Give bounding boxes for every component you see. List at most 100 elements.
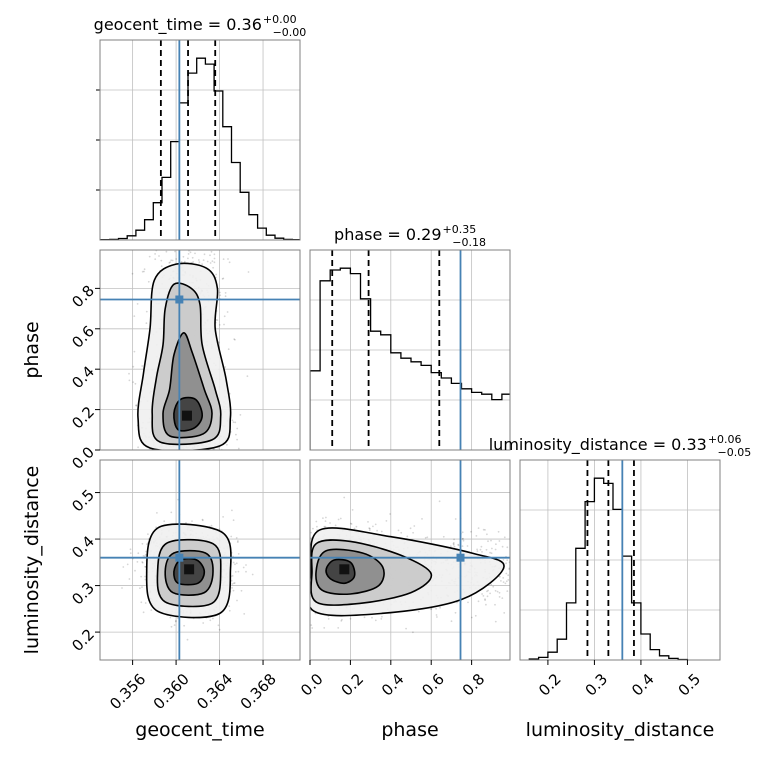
sample-point	[129, 380, 131, 382]
sample-point	[495, 549, 497, 551]
sample-point	[381, 531, 383, 533]
hist-outline	[310, 268, 522, 450]
sample-point	[169, 261, 171, 263]
sample-point	[235, 434, 237, 436]
sample-point	[227, 258, 229, 260]
joint-content	[100, 460, 300, 660]
sample-point	[412, 532, 414, 534]
sample-point	[231, 587, 233, 589]
sample-point	[323, 627, 325, 629]
sample-point	[490, 540, 492, 542]
sample-point	[238, 571, 240, 573]
sample-point	[156, 512, 158, 514]
sample-point	[489, 593, 491, 595]
sample-point	[219, 292, 221, 294]
sample-point	[439, 500, 441, 502]
y-tick-label: 0.0	[68, 443, 98, 473]
sample-point	[121, 587, 123, 589]
density-peak	[182, 411, 192, 421]
sample-point	[161, 265, 163, 267]
sample-point	[436, 614, 438, 616]
sample-point	[128, 373, 130, 375]
sample-point	[462, 538, 464, 540]
joint-content	[100, 250, 300, 451]
sample-point	[371, 617, 373, 619]
sample-point	[343, 497, 345, 499]
sample-point	[212, 618, 214, 620]
sample-point	[498, 531, 500, 533]
sample-point	[462, 531, 464, 533]
joint-panel-phase-luminosity_distance	[308, 460, 511, 660]
sample-point	[214, 258, 216, 260]
sample-point	[443, 536, 445, 538]
x-axis-label-phase: phase	[381, 719, 438, 741]
sample-point	[137, 552, 139, 554]
y-axis-label-phase: phase	[21, 321, 43, 378]
sample-point	[499, 592, 501, 594]
y-tick-label: 0.3	[68, 579, 98, 609]
sample-point	[142, 543, 144, 545]
sample-point	[243, 567, 245, 569]
sample-point	[325, 517, 327, 519]
sample-point	[486, 533, 488, 535]
sample-point	[501, 597, 503, 599]
sample-point	[507, 574, 509, 576]
sample-point	[487, 595, 489, 597]
sample-point	[142, 271, 144, 273]
sample-point	[506, 559, 508, 561]
sample-point	[506, 580, 508, 582]
sample-point	[245, 564, 247, 566]
sample-point	[187, 258, 189, 260]
sample-point	[234, 563, 236, 565]
sample-point	[122, 566, 124, 568]
sample-point	[137, 446, 139, 448]
title-minus: −0.05	[718, 446, 752, 459]
sample-point	[145, 602, 147, 604]
sample-point	[471, 617, 473, 619]
sample-point	[226, 444, 228, 446]
x-tick-label: 0.368	[237, 670, 280, 713]
sample-point	[212, 267, 214, 269]
title-value: phase = 0.29	[334, 225, 441, 244]
sample-point	[354, 528, 356, 530]
sample-point	[412, 631, 414, 633]
sample-point	[132, 366, 134, 368]
sample-point	[477, 550, 479, 552]
sample-point	[247, 375, 249, 377]
sample-point	[140, 601, 142, 603]
sample-point	[454, 546, 456, 548]
sample-point	[130, 552, 132, 554]
y-tick-label: 0.4	[68, 362, 98, 392]
sample-point	[476, 535, 478, 537]
sample-point	[340, 518, 342, 520]
x-tick-label: 0.6	[418, 670, 448, 700]
sample-point	[453, 543, 455, 545]
sample-point	[231, 510, 233, 512]
sample-point	[322, 517, 324, 519]
x-axis-label-geocent_time: geocent_time	[135, 719, 264, 741]
sample-point	[375, 524, 377, 526]
sample-point	[439, 607, 441, 609]
title-minus: −0.00	[273, 26, 307, 39]
sample-point	[337, 627, 339, 629]
sample-point	[146, 311, 148, 313]
sample-point	[232, 420, 234, 422]
sample-point	[341, 619, 343, 621]
sample-point	[233, 421, 235, 423]
sample-point	[451, 620, 453, 622]
sample-point	[144, 268, 146, 270]
sample-point	[310, 624, 312, 626]
sample-point	[223, 258, 225, 260]
joint-content	[308, 460, 511, 660]
sample-point	[506, 546, 508, 548]
sample-point	[380, 618, 382, 620]
sample-point	[494, 604, 496, 606]
sample-point	[163, 520, 165, 522]
title-plus: +0.06	[708, 433, 742, 446]
sample-point	[192, 261, 194, 263]
truth-marker	[175, 554, 183, 562]
sample-point	[171, 626, 173, 628]
density-peak	[184, 564, 194, 574]
sample-point	[484, 599, 486, 601]
sample-point	[172, 260, 174, 262]
